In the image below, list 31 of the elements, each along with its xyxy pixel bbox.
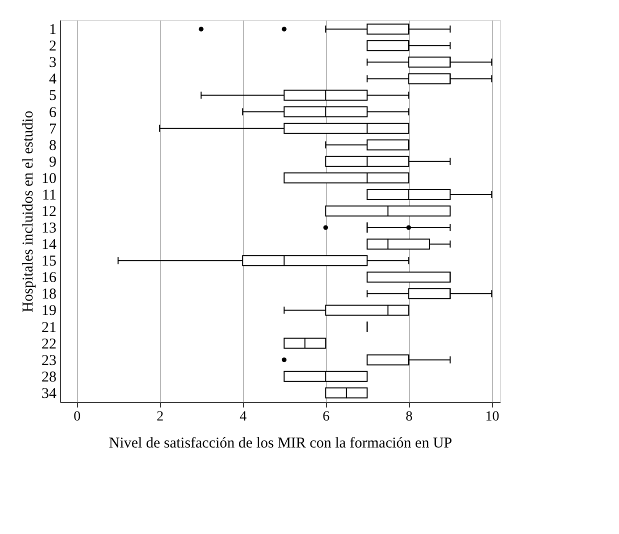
- x-tick-label: 0: [74, 410, 81, 424]
- y-tick-label: 1: [49, 22, 56, 38]
- y-tick-label: 2: [49, 38, 56, 55]
- y-tick-label: 18: [42, 286, 56, 303]
- x-axis-title: Nivel de satisfacción de los MIR con la formación en UP: [108, 436, 452, 452]
- x-tick-label: 10: [485, 410, 500, 424]
- y-tick-label: 28: [42, 369, 56, 386]
- x-tick-label: 4: [240, 410, 247, 424]
- y-tick-label: 34: [42, 386, 57, 402]
- y-tick-label: 14: [42, 237, 57, 254]
- y-tick-label: 21: [42, 320, 56, 336]
- y-tick-label: 19: [42, 303, 56, 320]
- y-tick-label: 9: [49, 154, 56, 170]
- y-tick-label: 16: [42, 270, 57, 286]
- y-tick-label: 22: [42, 336, 56, 352]
- y-tick-label: 11: [42, 187, 56, 204]
- x-tick-label: 6: [322, 410, 330, 424]
- y-tick-label: 15: [42, 254, 56, 270]
- y-tick-label: 12: [42, 204, 56, 220]
- y-tick-label: 23: [42, 352, 56, 369]
- x-tick-label: 8: [406, 410, 413, 424]
- y-tick-label: 4: [49, 72, 57, 88]
- y-tick-label: 13: [42, 220, 56, 237]
- y-tick-label: 7: [49, 121, 57, 138]
- y-axis-title: Hospitales incluidos en el estudio: [20, 110, 36, 312]
- x-tick-label: 2: [156, 410, 164, 424]
- y-tick-label: 8: [49, 138, 56, 154]
- y-tick-label: 10: [42, 170, 56, 187]
- y-tick-label: 5: [49, 88, 56, 104]
- y-tick-label: 6: [49, 104, 57, 121]
- y-tick-label: 3: [49, 55, 56, 72]
